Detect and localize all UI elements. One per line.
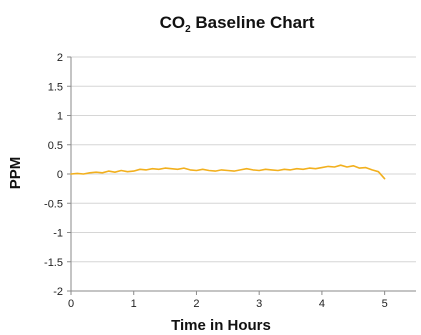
y-tick-label: -0.5 (44, 198, 63, 210)
x-tick-label: 5 (382, 298, 388, 310)
axes (67, 56, 416, 295)
y-axis-title: PPM (7, 157, 24, 190)
x-tick-label: 2 (193, 298, 199, 310)
y-tick-label: 1.5 (48, 81, 63, 93)
chart-title-rest: Baseline Chart (191, 13, 315, 32)
y-tick-labels: 2 1.5 1 0.5 0 -0.5 -1 -1.5 -2 (44, 52, 63, 298)
y-tick-label: -2 (53, 286, 63, 298)
y-tick-label: -1 (53, 228, 63, 240)
grid-lines (71, 56, 416, 263)
x-tick-labels: 0 1 2 3 4 5 (68, 298, 388, 310)
y-tick-label: 1 (57, 111, 63, 123)
x-tick-label: 0 (68, 298, 74, 310)
x-axis-title: Time in Hours (171, 317, 271, 334)
x-tick-label: 3 (256, 298, 262, 310)
chart-title-subscript: 2 (185, 24, 191, 35)
series-layer (70, 164, 386, 180)
chart-title-main: CO (160, 13, 186, 32)
y-tick-label: 0.5 (48, 140, 63, 152)
x-tick-label: 1 (131, 298, 137, 310)
x-tick-label: 4 (319, 298, 325, 310)
y-tick-label: -1.5 (44, 257, 63, 269)
y-tick-label: 2 (57, 52, 63, 64)
y-tick-label: 0 (57, 169, 63, 181)
series-line (70, 164, 386, 180)
chart-title: CO2 Baseline Chart (160, 13, 315, 35)
